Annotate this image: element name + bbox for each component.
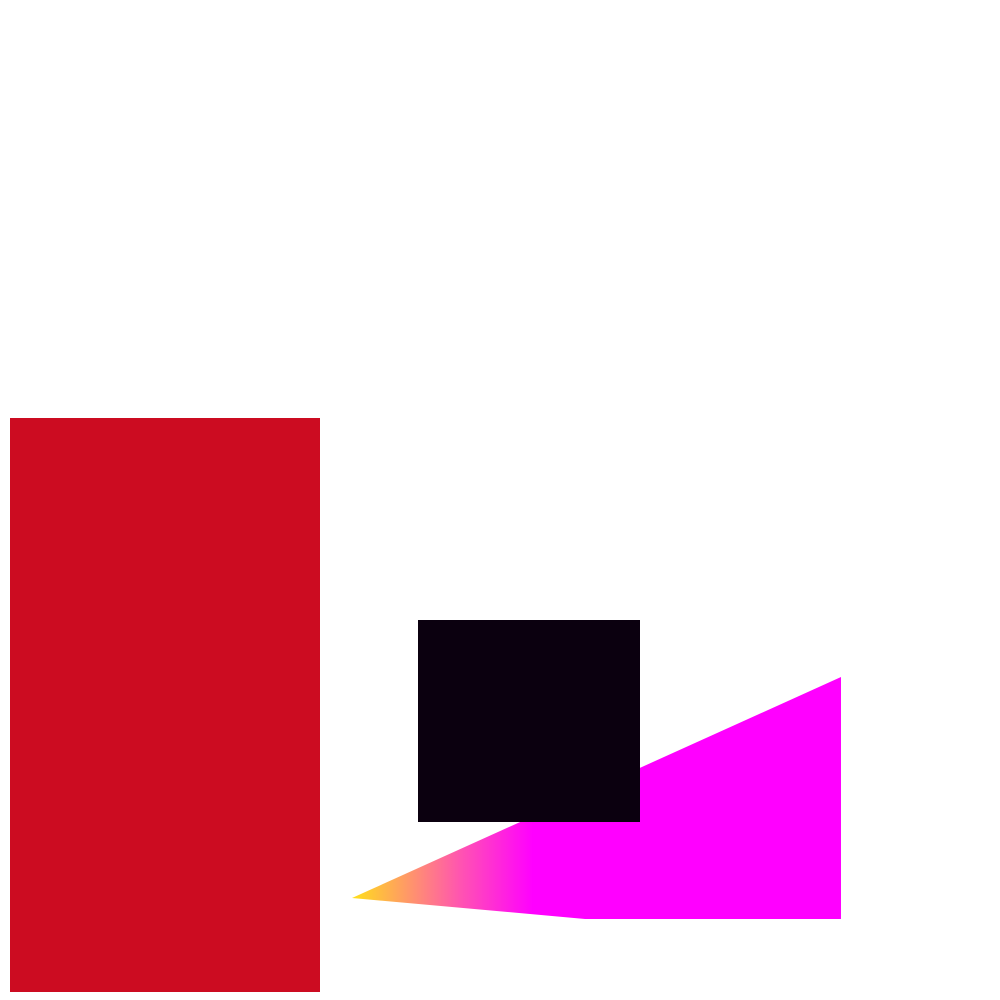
- red-rectangle: [10, 418, 320, 992]
- dark-square: [418, 620, 640, 822]
